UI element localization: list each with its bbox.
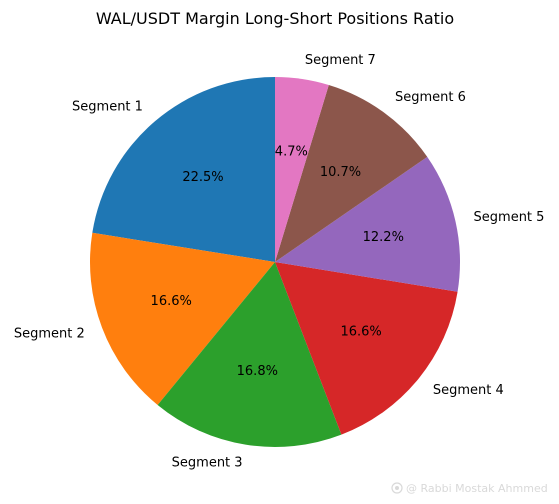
pie-slice-6 xyxy=(275,84,428,262)
pie-slice-4 xyxy=(275,262,458,435)
pie-slice-5 xyxy=(275,156,460,292)
watermark-text: @ Rabbi Mostak Ahmmed xyxy=(406,482,548,495)
slice-percent-label: 4.7% xyxy=(275,145,308,160)
camera-icon xyxy=(391,482,403,494)
slice-category-label: Segment 7 xyxy=(305,53,376,68)
slice-percent-label: 16.6% xyxy=(340,325,381,340)
chart-title: WAL/USDT Margin Long-Short Positions Rat… xyxy=(96,9,454,28)
slice-category-label: Segment 1 xyxy=(72,100,143,115)
slice-percent-label: 10.7% xyxy=(320,165,361,180)
slice-percent-label: 12.2% xyxy=(363,230,404,245)
slice-percent-label: 16.6% xyxy=(151,294,192,309)
pie-labels: 22.5% Segment 1 16.6% Segment 2 16.8% Segment… xyxy=(14,53,545,470)
slice-category-label: Segment 3 xyxy=(172,455,243,470)
slice-category-label: Segment 4 xyxy=(433,383,504,398)
watermark: @ Rabbi Mostak Ahmmed xyxy=(391,482,548,495)
pie-slice-2 xyxy=(90,232,275,405)
pie-slice-3 xyxy=(157,262,342,448)
slice-category-label: Segment 5 xyxy=(474,210,545,225)
slice-percent-label: 16.8% xyxy=(237,364,278,379)
slice-category-label: Segment 6 xyxy=(395,90,466,105)
pie-slice-1 xyxy=(92,77,275,262)
slice-percent-label: 22.5% xyxy=(182,170,223,185)
pie-slice-7 xyxy=(275,77,329,262)
pie-slices xyxy=(90,77,460,448)
slice-category-label: Segment 2 xyxy=(14,327,85,342)
